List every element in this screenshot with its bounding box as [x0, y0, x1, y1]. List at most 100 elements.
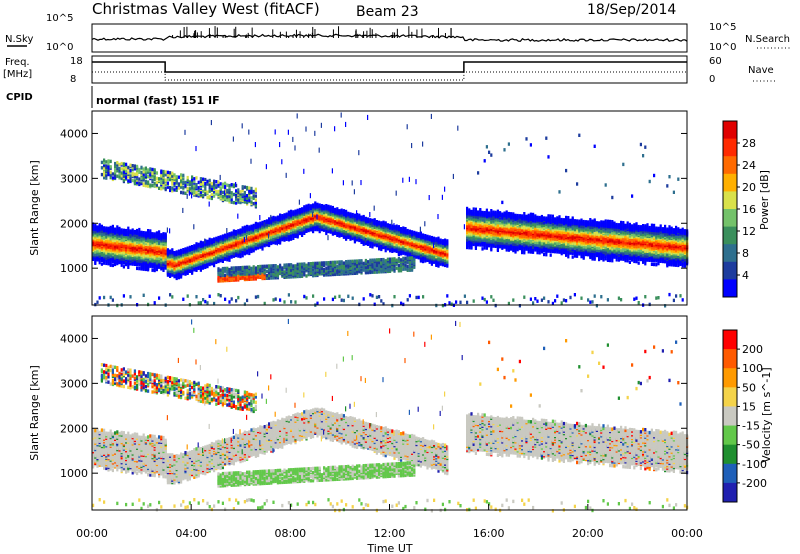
- heatmap-cell: [259, 264, 262, 269]
- heatmap-cell: [100, 262, 103, 266]
- heatmap-cell: [235, 194, 238, 198]
- heatmap-cell: [342, 180, 344, 186]
- heatmap-cell: [226, 232, 229, 237]
- heatmap-cell: [373, 302, 376, 306]
- heatmap-cell: [136, 266, 139, 271]
- heatmap-cell: [184, 191, 187, 195]
- heatmap-cell: [413, 257, 416, 261]
- cpid-label: CPID: [6, 92, 33, 103]
- heatmap-cell: [237, 229, 240, 233]
- heatmap-cell: [369, 218, 372, 222]
- heatmap-cell: [294, 300, 297, 304]
- heatmap-cell: [226, 198, 229, 202]
- heatmap-cell: [219, 268, 222, 272]
- heatmap-cell: [367, 114, 369, 120]
- heatmap-cell: [397, 263, 400, 268]
- heatmap-cell: [246, 196, 249, 201]
- heatmap-cell: [340, 268, 343, 272]
- heatmap-cell: [254, 194, 257, 198]
- heatmap-cell: [125, 174, 128, 179]
- heatmap-cell: [417, 295, 420, 300]
- heatmap-cell: [103, 226, 106, 230]
- heatmap-cell: [186, 186, 189, 191]
- heatmap-cell: [140, 171, 143, 175]
- heatmap-cell: [241, 185, 244, 189]
- heatmap-cell: [246, 265, 249, 269]
- heatmap-cell: [204, 192, 207, 197]
- heatmap-cell: [309, 262, 312, 266]
- heatmap-cell: [406, 124, 408, 130]
- heatmap-cell: [188, 180, 191, 184]
- heatmap-cell: [307, 271, 310, 275]
- heatmap-cell: [107, 168, 110, 173]
- heatmap-cell: [94, 223, 97, 228]
- heatmap-cell: [342, 298, 345, 303]
- heatmap-cell: [362, 261, 365, 266]
- heatmap-cell: [318, 203, 321, 207]
- heatmap-cell: [373, 258, 376, 262]
- heatmap-cell: [375, 220, 378, 224]
- heatmap-cell: [162, 232, 165, 236]
- heatmap-cell: [237, 274, 240, 278]
- heatmap-cell: [151, 167, 154, 172]
- heatmap-cell: [312, 261, 315, 266]
- heatmap-cell: [199, 240, 202, 245]
- heatmap-cell: [129, 179, 132, 184]
- heatmap-cell: [254, 187, 257, 191]
- heatmap-cell: [133, 175, 136, 179]
- heatmap-cell: [287, 293, 290, 297]
- heatmap-cell: [325, 204, 328, 208]
- heatmap-cell: [100, 166, 103, 170]
- heatmap-cell: [122, 162, 125, 166]
- heatmap-cell: [224, 277, 227, 281]
- heatmap-cell: [120, 161, 123, 166]
- heatmap-cell: [397, 257, 400, 261]
- heatmap-cell: [197, 192, 200, 197]
- heatmap-cell: [303, 168, 305, 174]
- heatmap-cell: [116, 174, 119, 178]
- heatmap-cell: [232, 266, 235, 270]
- heatmap-cell: [237, 213, 239, 219]
- heatmap-cell: [224, 190, 226, 196]
- heatmap-cell: [213, 182, 216, 186]
- heatmap-cell: [151, 170, 154, 174]
- heatmap-cell: [259, 221, 262, 225]
- heatmap-cell: [380, 221, 383, 225]
- heatmap-cell: [127, 171, 130, 175]
- heatmap-cell: [133, 229, 136, 234]
- heatmap-cell: [252, 265, 255, 269]
- heatmap-cell: [171, 186, 174, 190]
- heatmap-cell: [252, 223, 255, 228]
- heatmap-cell: [298, 207, 301, 212]
- heatmap-cell: [342, 209, 345, 213]
- heatmap-cell: [415, 295, 418, 300]
- heatmap-cell: [413, 230, 416, 235]
- heatmap-cell: [237, 200, 240, 204]
- heatmap-cell: [197, 188, 200, 193]
- heatmap-cell: [402, 302, 405, 307]
- heatmap-cell: [382, 270, 385, 274]
- heatmap-cell: [239, 190, 242, 194]
- heatmap-cell: [114, 164, 117, 168]
- heatmap-cell: [122, 228, 125, 232]
- heatmap-cell: [208, 182, 211, 187]
- heatmap-cell: [279, 270, 282, 274]
- heatmap-cell: [116, 165, 119, 169]
- heatmap-cell: [358, 267, 361, 271]
- heatmap-cell: [111, 224, 114, 229]
- nsearch-tick-bottom: 10^0: [709, 42, 736, 53]
- heatmap-cell: [197, 242, 200, 247]
- heatmap-cell: [248, 269, 251, 273]
- heatmap-cell: [204, 238, 206, 244]
- heatmap-cell: [325, 271, 328, 276]
- heatmap-cell: [351, 180, 353, 186]
- heatmap-cell: [336, 207, 339, 211]
- heatmap-cell: [129, 177, 132, 181]
- heatmap-cell: [375, 258, 378, 262]
- heatmap-cell: [173, 176, 176, 180]
- heatmap-cell: [265, 264, 268, 268]
- heatmap-cell: [120, 174, 123, 178]
- heatmap-cell: [353, 189, 355, 195]
- heatmap-cell: [235, 201, 238, 205]
- heatmap-cell: [336, 260, 339, 264]
